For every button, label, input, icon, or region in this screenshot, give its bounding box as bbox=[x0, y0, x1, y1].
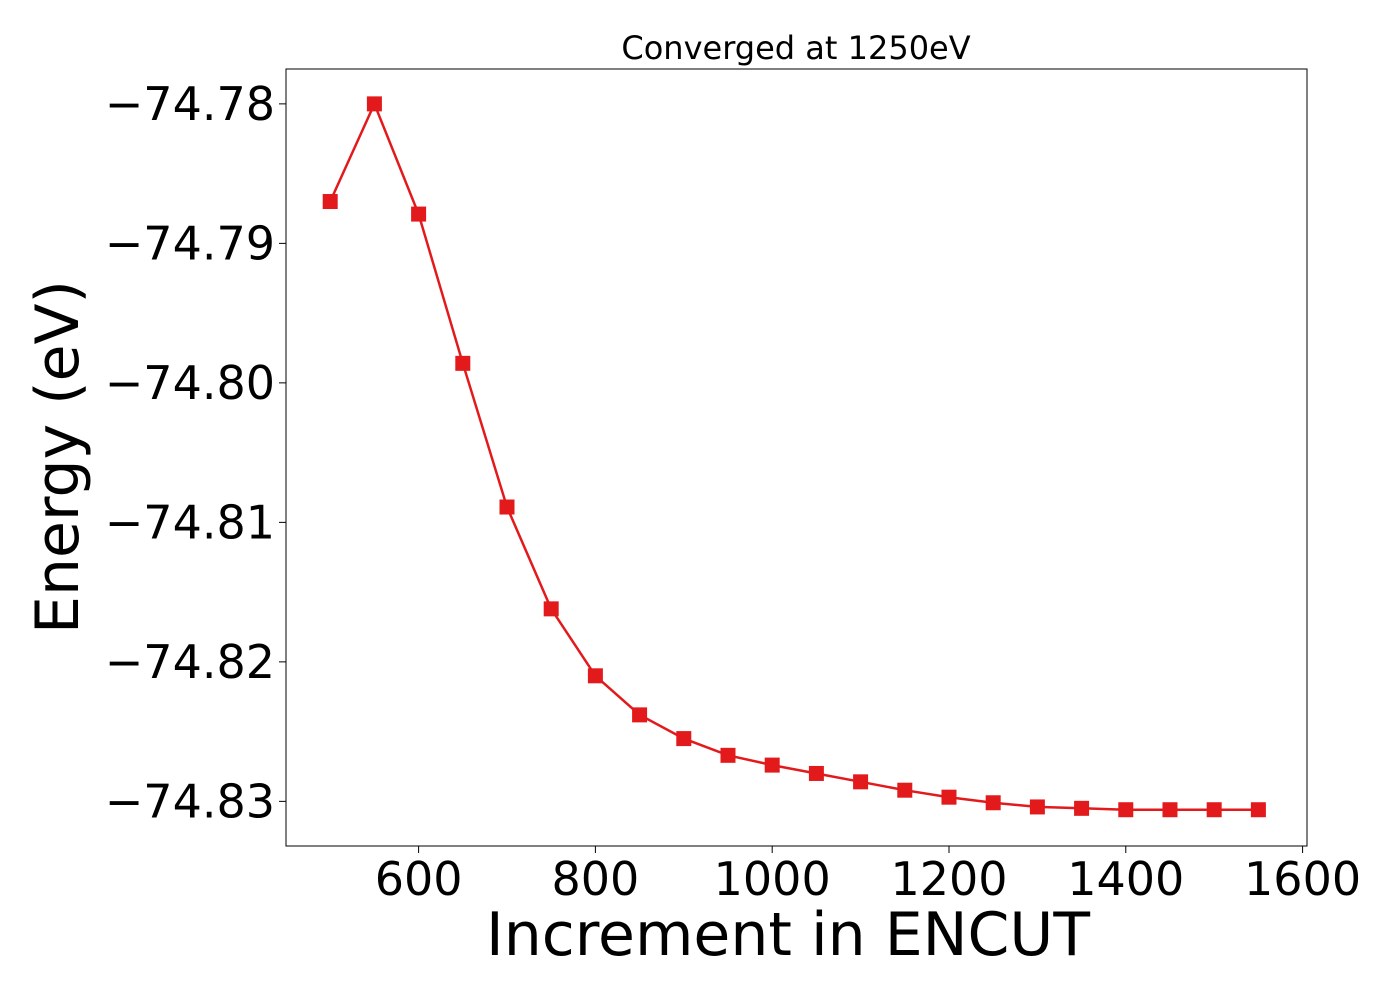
data-point-marker bbox=[897, 782, 913, 798]
data-point-marker bbox=[543, 601, 559, 617]
x-axis-title: Increment in ENCUT bbox=[486, 900, 1090, 970]
data-point-marker bbox=[1206, 802, 1222, 818]
data-point-marker bbox=[808, 765, 824, 781]
data-point-marker bbox=[1162, 802, 1178, 818]
data-point-marker bbox=[1118, 802, 1134, 818]
data-point-marker bbox=[587, 668, 603, 684]
y-tick-label: −74.79 bbox=[105, 216, 275, 270]
y-axis: −74.78 −74.79 −74.80 −74.81 −74.82 −74.83 bbox=[105, 77, 286, 828]
data-point-marker bbox=[1029, 799, 1045, 815]
data-point-marker bbox=[455, 355, 471, 371]
x-axis: 600 800 1000 1200 1400 1600 bbox=[375, 846, 1361, 906]
y-tick-label: −74.83 bbox=[105, 774, 275, 828]
y-tick-label: −74.81 bbox=[105, 495, 275, 549]
data-point-marker bbox=[676, 731, 692, 747]
x-tick-label: 1000 bbox=[714, 852, 831, 906]
data-point-marker bbox=[632, 707, 648, 723]
data-point-marker bbox=[322, 194, 338, 210]
energy-series-markers bbox=[322, 96, 1266, 818]
y-tick-label: −74.80 bbox=[105, 356, 275, 410]
x-tick-label: 600 bbox=[375, 852, 463, 906]
data-point-marker bbox=[366, 96, 382, 112]
y-tick-label: −74.82 bbox=[105, 635, 275, 689]
data-point-marker bbox=[941, 789, 957, 805]
x-tick-label: 800 bbox=[551, 852, 639, 906]
energy-series-line bbox=[329, 100, 1259, 811]
data-point-marker bbox=[764, 757, 780, 773]
data-point-marker bbox=[1074, 800, 1090, 816]
data-point-marker bbox=[499, 499, 515, 515]
x-tick-label: 1200 bbox=[890, 852, 1007, 906]
x-tick-label: 1400 bbox=[1067, 852, 1184, 906]
data-point-marker bbox=[985, 795, 1001, 811]
y-axis-title: Energy (eV) bbox=[23, 280, 93, 634]
x-tick-label: 1600 bbox=[1244, 852, 1361, 906]
chart-title: Converged at 1250eV bbox=[621, 29, 970, 67]
data-point-marker bbox=[1250, 802, 1266, 818]
plot-frame bbox=[285, 68, 1308, 847]
data-point-marker bbox=[853, 774, 869, 790]
data-point-marker bbox=[411, 206, 427, 222]
y-tick-label: −74.78 bbox=[105, 77, 275, 131]
data-point-marker bbox=[720, 747, 736, 763]
